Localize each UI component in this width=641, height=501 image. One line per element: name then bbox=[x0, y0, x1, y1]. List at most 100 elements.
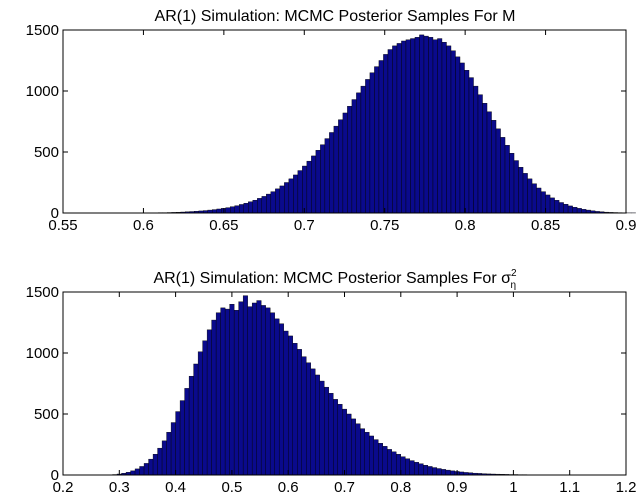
y-tick-label: 1000 bbox=[26, 345, 59, 362]
histogram-bar bbox=[414, 462, 420, 476]
histogram-bar bbox=[423, 35, 429, 214]
histogram-bar bbox=[242, 295, 248, 476]
histogram-bar bbox=[418, 463, 424, 476]
histogram-bar bbox=[297, 349, 302, 476]
y-tick-label: 1500 bbox=[26, 284, 59, 301]
bottom-title-symbol: σ bbox=[501, 270, 511, 287]
axes-frame bbox=[62, 29, 627, 214]
histogram-bar bbox=[216, 208, 222, 214]
histogram-bar bbox=[243, 203, 249, 214]
histogram-bar bbox=[324, 386, 329, 476]
histogram-bar bbox=[266, 193, 272, 214]
histogram-bar bbox=[179, 400, 185, 476]
histogram-bar bbox=[567, 205, 573, 214]
histogram-bar bbox=[401, 40, 407, 214]
x-tick-label: 0.6 bbox=[133, 217, 154, 234]
histogram-bar bbox=[360, 85, 366, 214]
histogram-bar bbox=[387, 49, 393, 214]
histogram-bar bbox=[450, 470, 456, 476]
histogram-bar bbox=[545, 194, 551, 214]
histogram-bar bbox=[342, 112, 348, 214]
histogram-bar bbox=[450, 50, 456, 214]
histogram-bar bbox=[251, 302, 257, 476]
histogram-bar bbox=[455, 56, 461, 214]
histogram-bar bbox=[441, 469, 447, 476]
x-tick-label: 0.7 bbox=[334, 479, 355, 496]
x-tick-label: 0.4 bbox=[165, 479, 186, 496]
x-tick-label: 1.2 bbox=[616, 479, 637, 496]
y-tick-label: 0 bbox=[51, 467, 59, 484]
histogram-bar bbox=[581, 209, 587, 214]
histogram-bar bbox=[459, 62, 465, 214]
histogram-bar bbox=[509, 153, 515, 214]
histogram-bar bbox=[441, 42, 447, 214]
histogram-bar bbox=[382, 446, 388, 476]
histogram-bar bbox=[445, 469, 451, 476]
top-histogram: 0.55 0.6 0.65 0.7 0.75 0.8 0.85 0.9 0 500 1000 1500 bbox=[26, 22, 637, 234]
histogram-bar bbox=[157, 447, 163, 476]
histogram-bar bbox=[333, 399, 338, 476]
histogram-bar bbox=[311, 155, 317, 214]
histogram-bar bbox=[522, 173, 528, 214]
histogram-bar bbox=[518, 167, 524, 214]
histogram-bar bbox=[364, 432, 370, 476]
histogram-bar bbox=[224, 308, 230, 476]
histogram-bar bbox=[306, 362, 311, 476]
histogram-bar bbox=[342, 408, 347, 476]
x-tick-label: 1.1 bbox=[559, 479, 580, 496]
histogram-bar bbox=[355, 423, 361, 476]
histogram-bar bbox=[549, 197, 555, 214]
histogram-bar bbox=[405, 458, 411, 476]
histogram-bar bbox=[419, 34, 425, 214]
histogram-bar bbox=[229, 304, 235, 476]
top-panel: AR(1) Simulation: MCMC Posterior Samples… bbox=[26, 8, 637, 234]
histogram-bar bbox=[531, 183, 537, 214]
x-tick-label: 0.8 bbox=[455, 217, 476, 234]
histogram-bar bbox=[536, 187, 542, 214]
histogram-bar bbox=[238, 301, 244, 476]
x-tick-label: 0.5 bbox=[221, 479, 242, 496]
histogram-bar bbox=[306, 160, 312, 214]
histogram-bar bbox=[338, 119, 344, 214]
histogram-bar bbox=[351, 99, 357, 214]
histogram-bar bbox=[265, 307, 271, 476]
x-tick-label: 0.9 bbox=[447, 479, 468, 496]
histogram-bar bbox=[527, 178, 533, 214]
histogram-bar bbox=[319, 380, 325, 476]
histogram-bar bbox=[301, 356, 307, 476]
histogram-bar bbox=[212, 209, 217, 214]
histogram-bar bbox=[260, 305, 266, 476]
histogram-bar bbox=[410, 38, 416, 214]
histogram-bar bbox=[278, 323, 284, 476]
histogram-bar bbox=[351, 418, 356, 476]
histogram-bar bbox=[369, 435, 374, 476]
x-tick-label: 0.65 bbox=[209, 217, 238, 234]
histogram-bar bbox=[297, 170, 303, 214]
histogram-bar bbox=[337, 404, 343, 476]
top-chart-title: AR(1) Simulation: MCMC Posterior Samples… bbox=[155, 8, 516, 25]
histogram-bar bbox=[269, 312, 275, 476]
histogram-bar bbox=[220, 307, 226, 476]
histogram-bar bbox=[315, 150, 321, 214]
histogram-bar bbox=[423, 465, 429, 476]
histogram-bar bbox=[378, 60, 384, 214]
bottom-chart-title: AR(1) Simulation: MCMC Posterior Samples… bbox=[153, 268, 517, 291]
histogram-bar bbox=[315, 374, 320, 476]
histogram-bar bbox=[554, 200, 560, 214]
x-tick-label: 0.85 bbox=[531, 217, 560, 234]
histogram-bar bbox=[233, 310, 239, 476]
histogram-bar bbox=[275, 188, 281, 214]
histogram-bar bbox=[247, 306, 253, 476]
histogram-bar bbox=[446, 45, 452, 214]
histogram-bar bbox=[414, 37, 420, 214]
histogram-bar bbox=[284, 182, 290, 214]
histogram-bar bbox=[215, 312, 221, 476]
histogram-bar bbox=[320, 144, 326, 214]
histogram-bar bbox=[333, 125, 339, 214]
histogram-bar bbox=[356, 92, 362, 214]
bottom-title-main: AR(1) Simulation: MCMC Posterior Samples… bbox=[153, 270, 501, 287]
histogram-bar bbox=[495, 128, 501, 214]
y-tick-label: 1000 bbox=[26, 83, 59, 100]
histogram-bar bbox=[130, 470, 136, 476]
